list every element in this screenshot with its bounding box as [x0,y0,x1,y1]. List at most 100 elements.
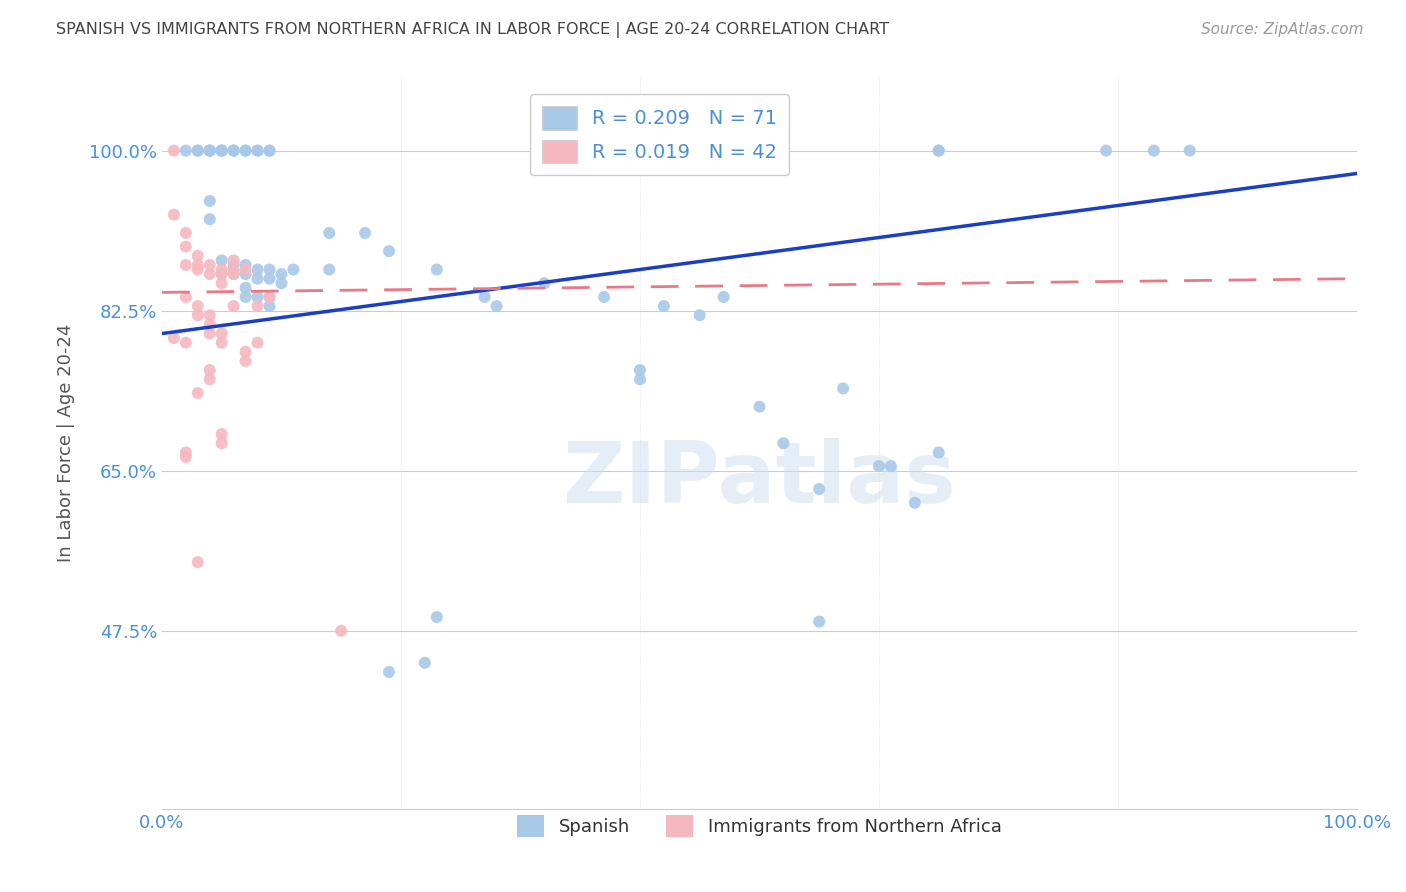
Text: ZIPatlas: ZIPatlas [562,438,956,521]
Point [235,267,257,281]
Point [187,258,209,272]
Point [772,436,794,450]
Legend: Spanish, Immigrants from Northern Africa: Spanish, Immigrants from Northern Africa [510,807,1010,844]
Point [198,372,221,386]
Point [211,253,233,268]
Point [211,144,233,158]
Point [198,318,221,332]
Point [211,267,233,281]
Point [174,226,197,240]
Point [928,144,950,158]
Point [533,277,555,291]
Point [928,144,950,158]
Point [426,610,449,624]
Point [187,262,209,277]
Point [187,144,209,158]
Point [163,144,186,158]
Point [259,144,281,158]
Point [198,144,221,158]
Point [259,299,281,313]
Point [235,290,257,304]
Point [330,624,353,638]
Point [222,253,245,268]
Point [652,299,675,313]
Point [259,262,281,277]
Point [628,363,651,377]
Point [426,262,449,277]
Point [211,267,233,281]
Point [222,267,245,281]
Point [211,262,233,277]
Point [259,290,281,304]
Point [211,144,233,158]
Point [187,144,209,158]
Point [174,290,197,304]
Point [198,326,221,341]
Text: Source: ZipAtlas.com: Source: ZipAtlas.com [1201,22,1364,37]
Point [198,363,221,377]
Point [318,226,340,240]
Point [246,262,269,277]
Point [163,331,186,345]
Point [928,445,950,459]
Point [689,308,711,322]
Point [198,194,221,208]
Point [198,212,221,227]
Point [235,262,257,277]
Point [474,290,496,304]
Point [174,335,197,350]
Point [222,299,245,313]
Point [1095,144,1118,158]
Point [174,144,197,158]
Point [198,144,221,158]
Point [198,144,221,158]
Point [222,267,245,281]
Point [174,450,197,464]
Point [211,277,233,291]
Point [174,445,197,459]
Point [1143,144,1166,158]
Point [211,144,233,158]
Point [235,344,257,359]
Point [259,290,281,304]
Point [808,615,831,629]
Point [318,262,340,277]
Point [713,290,735,304]
Point [211,144,233,158]
Point [211,427,233,442]
Point [187,249,209,263]
Point [222,258,245,272]
Point [246,144,269,158]
Point [283,262,305,277]
Point [222,144,245,158]
Point [868,459,890,474]
Point [198,267,221,281]
Point [198,144,221,158]
Point [187,308,209,322]
Point [187,386,209,401]
Point [235,144,257,158]
Point [485,299,508,313]
Point [832,381,855,395]
Point [748,400,770,414]
Point [246,290,269,304]
Point [904,496,927,510]
Point [198,258,221,272]
Point [163,208,186,222]
Point [235,354,257,368]
Point [808,482,831,496]
Point [174,258,197,272]
Point [211,335,233,350]
Point [354,226,377,240]
Point [187,299,209,313]
Point [270,267,292,281]
Point [378,244,401,259]
Text: SPANISH VS IMMIGRANTS FROM NORTHERN AFRICA IN LABOR FORCE | AGE 20-24 CORRELATIO: SPANISH VS IMMIGRANTS FROM NORTHERN AFRI… [56,22,889,38]
Point [198,308,221,322]
Point [222,144,245,158]
Point [593,290,616,304]
Point [1178,144,1201,158]
Point [246,335,269,350]
Point [259,144,281,158]
Point [187,555,209,569]
